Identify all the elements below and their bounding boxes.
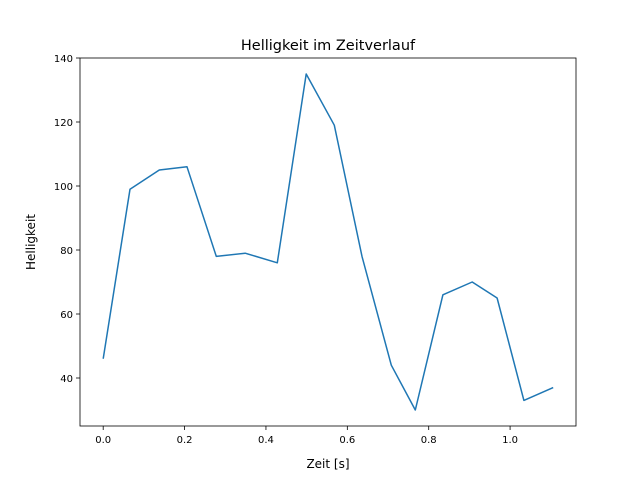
y-axis-label: Helligkeit xyxy=(24,214,38,270)
x-tick-label: 0.2 xyxy=(177,435,193,446)
x-tick-label: 0.4 xyxy=(258,435,274,446)
y-tick-label: 120 xyxy=(54,118,73,129)
x-tick-label: 1.0 xyxy=(502,435,518,446)
y-tick-label: 100 xyxy=(54,182,73,193)
chart-title: Helligkeit im Zeitverlauf xyxy=(241,38,416,54)
y-tick-label: 40 xyxy=(60,374,73,385)
y-tick-label: 80 xyxy=(60,246,73,257)
x-axis-label: Zeit [s] xyxy=(306,457,349,471)
x-tick-label: 0.8 xyxy=(421,435,437,446)
series-line xyxy=(103,74,553,410)
y-tick-label: 140 xyxy=(54,54,73,65)
x-tick-label: 0.0 xyxy=(95,435,111,446)
x-tick-label: 0.6 xyxy=(339,435,355,446)
y-tick-label: 60 xyxy=(60,310,73,321)
